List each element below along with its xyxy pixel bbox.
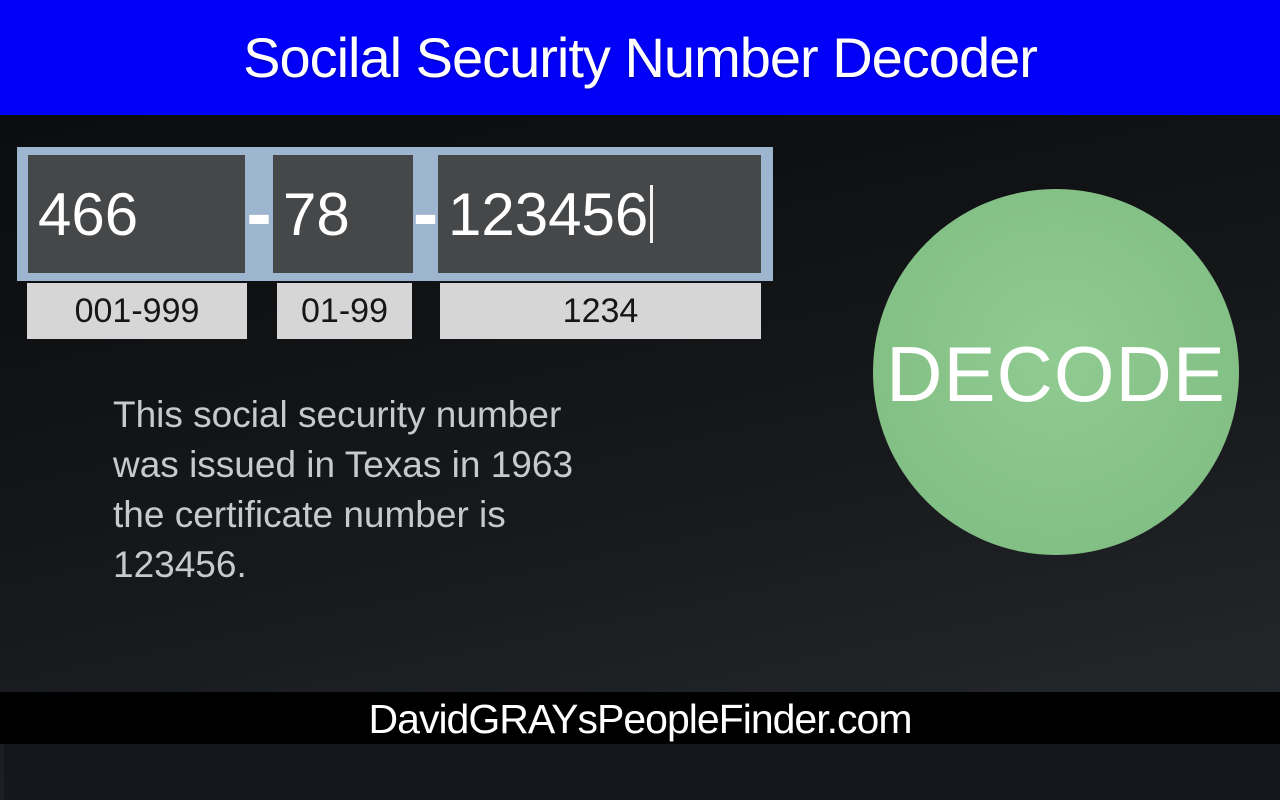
result-line: 123456. <box>113 544 247 585</box>
ssn-separator-dash: - <box>412 171 439 256</box>
bottom-panel <box>4 744 1280 800</box>
ssn-serial-input[interactable]: 123456 <box>438 155 761 273</box>
result-line: the certificate number is <box>113 494 506 535</box>
decode-button[interactable]: DECODE <box>873 189 1239 555</box>
ssn-group-hint-label: 01-99 <box>277 283 412 339</box>
ssn-serial-hint-label: 1234 <box>440 283 761 339</box>
footer-bar: DavidGRAYsPeopleFinder.com <box>0 692 1280 744</box>
ssn-area-hint-label: 001-999 <box>27 283 247 339</box>
ssn-group-input[interactable]: 78 <box>273 155 413 273</box>
ssn-input-frame: 466 - 78 - 123456 <box>17 147 773 281</box>
ssn-area-input[interactable]: 466 <box>28 155 245 273</box>
decode-button-label: DECODE <box>886 329 1226 418</box>
result-line: was issued in Texas in 1963 <box>113 444 574 485</box>
footer-site-text: DavidGRAYsPeopleFinder.com <box>368 695 913 742</box>
app-header: Socilal Security Number Decoder <box>0 0 1280 115</box>
decode-result-text: This social security number was issued i… <box>113 390 673 590</box>
ssn-separator-dash: - <box>246 171 272 256</box>
ssn-serial-value: 123456 <box>448 180 649 248</box>
text-cursor <box>650 185 654 243</box>
result-line: This social security number <box>113 394 562 435</box>
page-title: Socilal Security Number Decoder <box>243 26 1038 89</box>
